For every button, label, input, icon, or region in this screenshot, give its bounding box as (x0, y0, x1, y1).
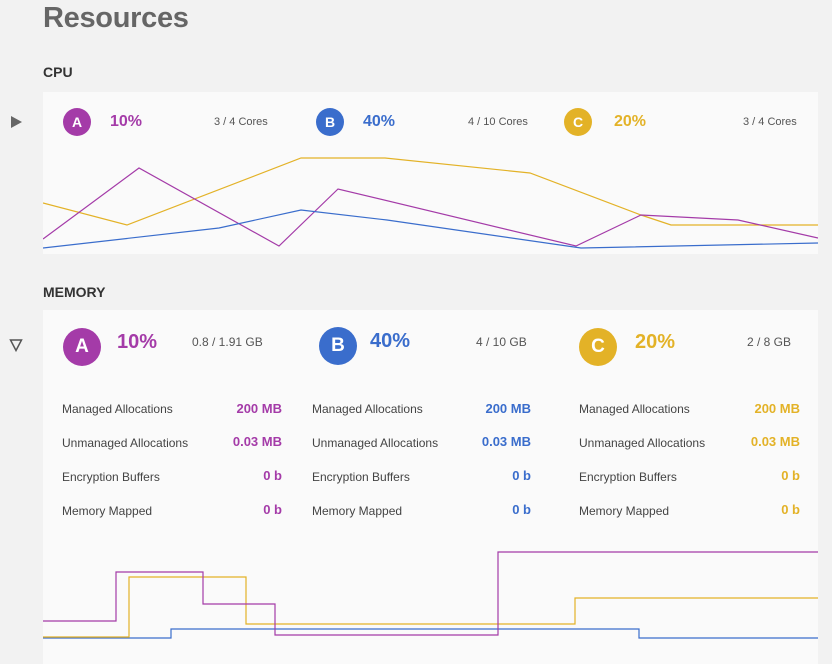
memory-b-row-value: 200 MB (485, 401, 531, 416)
process-b-avatar: B (319, 327, 357, 365)
memory-a-row-label: Encryption Buffers (62, 470, 160, 484)
cpu-a-capacity: 3 / 4 Cores (214, 116, 268, 128)
memory-chart (43, 551, 818, 639)
triangle-down-outline-icon (9, 339, 23, 352)
memory-a-row-label: Managed Allocations (62, 402, 173, 416)
cpu-a-percent: 10% (110, 113, 143, 130)
memory-series-a-line (43, 551, 818, 636)
memory-b-percent: 40% (370, 330, 411, 352)
memory-c-row-label: Unmanaged Allocations (579, 436, 706, 450)
memory-c-capacity: 2 / 8 GB (747, 335, 792, 349)
memory-b-row-value: 0 b (512, 468, 531, 483)
memory-section-label: MEMORY (43, 284, 106, 300)
memory-c-percent: 20% (635, 331, 676, 353)
cpu-b-percent: 40% (363, 113, 396, 130)
cpu-series-b-line (43, 209, 818, 249)
memory-b-row-label: Unmanaged Allocations (312, 436, 439, 450)
memory-b-row-label: Memory Mapped (312, 504, 403, 518)
memory-panel: A 10% 0.8 / 1.91 GB B 40% 4 / 10 GB C 20… (43, 310, 818, 664)
memory-a-row-value: 0 b (263, 468, 282, 483)
memory-toggle[interactable] (6, 335, 26, 355)
memory-c-row-label: Memory Mapped (579, 504, 670, 518)
memory-a-row-label: Memory Mapped (62, 504, 153, 518)
cpu-toggle[interactable] (6, 112, 26, 132)
memory-a-percent: 10% (117, 331, 158, 353)
cpu-section-label: CPU (43, 64, 73, 80)
process-a-avatar: A (63, 328, 101, 366)
page-title: Resources (43, 2, 189, 34)
memory-c-row-label: Managed Allocations (579, 402, 690, 416)
cpu-b-capacity: 4 / 10 Cores (468, 116, 528, 128)
memory-a-capacity: 0.8 / 1.91 GB (192, 335, 263, 349)
process-a-avatar: A (63, 108, 91, 136)
memory-a-row-label: Unmanaged Allocations (62, 436, 189, 450)
memory-a-row-value: 0.03 MB (232, 434, 282, 449)
memory-c-row-value: 0.03 MB (750, 434, 800, 449)
memory-c-row-value: 200 MB (754, 401, 800, 416)
process-c-avatar: C (564, 108, 592, 136)
memory-series-c-line (43, 576, 818, 638)
memory-b-capacity: 4 / 10 GB (476, 335, 527, 349)
cpu-c-percent: 20% (614, 113, 647, 130)
memory-b-row-label: Encryption Buffers (312, 470, 410, 484)
process-b-avatar: B (316, 108, 344, 136)
memory-series-b-line (43, 628, 818, 639)
memory-a-row-value: 200 MB (236, 401, 282, 416)
cpu-series-c-line (43, 157, 818, 226)
cpu-chart (43, 157, 818, 249)
memory-c-row-value: 0 b (781, 468, 800, 483)
memory-c-row-label: Encryption Buffers (579, 470, 677, 484)
memory-a-row-value: 0 b (263, 502, 282, 517)
memory-c-row-value: 0 b (781, 502, 800, 517)
cpu-c-capacity: 3 / 4 Cores (743, 116, 797, 128)
process-c-avatar: C (579, 328, 617, 366)
cpu-series-a-line (43, 167, 818, 247)
memory-b-row-label: Managed Allocations (312, 402, 423, 416)
memory-b-row-value: 0.03 MB (481, 434, 531, 449)
memory-b-row-value: 0 b (512, 502, 531, 517)
cpu-panel: A 10% 3 / 4 Cores B 40% 4 / 10 Cores C 2… (43, 92, 818, 254)
triangle-right-icon (11, 116, 22, 128)
